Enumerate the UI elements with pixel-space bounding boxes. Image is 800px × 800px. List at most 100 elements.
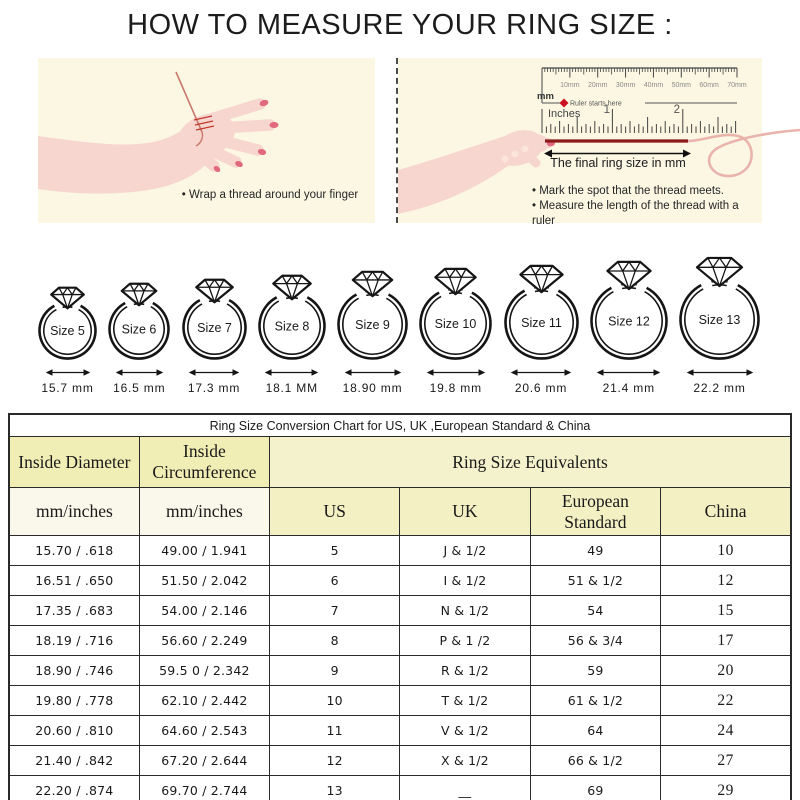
ring-illustration: Size 5 <box>38 286 97 360</box>
header-inside-diameter: Inside Diameter <box>8 436 140 488</box>
cell-inside-circumference: 51.50 / 2.042 <box>138 565 271 596</box>
cell-european-standard: 54 <box>529 595 662 626</box>
ring-size-item: Size 5 15.7 mm <box>36 286 99 395</box>
ring-size-conversion-table: Ring Size Conversion Chart for US, UK ,E… <box>8 413 792 800</box>
ring-illustration: Size 12 <box>589 260 668 360</box>
cell-china: 15 <box>660 595 792 626</box>
mm-tick-labels: 10mm 20mm 30mm 40mm 50mm 60mm 70mm <box>560 82 747 89</box>
diamond-icon <box>273 276 310 299</box>
cell-us: 13 <box>269 775 401 800</box>
cell-european-standard: 51 & 1/2 <box>529 565 662 596</box>
ring-size-item: Size 10 19.8 mm <box>417 267 494 395</box>
cell-inside-circumference: 69.70 / 2.744 <box>138 775 271 800</box>
inch-number-1: 1 <box>604 104 610 116</box>
cell-uk: N & 1/2 <box>399 595 531 626</box>
cell-china: 24 <box>660 715 792 746</box>
ring-size-item: Size 7 17.3 mm <box>180 278 249 395</box>
ring-size-item: Size 6 16.5 mm <box>106 282 172 395</box>
wrap-thread-panel: • Wrap a thread around your finger <box>38 58 375 223</box>
cell-uk: V & 1/2 <box>399 715 531 746</box>
wrap-thread-note: • Wrap a thread around your finger <box>181 189 359 201</box>
cell-inside-diameter: 21.40 / .842 <box>8 745 140 776</box>
ring-width-label: 21.4 mm <box>602 381 655 395</box>
width-arrow <box>426 369 486 376</box>
cell-european-standard: 59 <box>529 655 662 686</box>
inch-ticks <box>541 109 737 133</box>
ring-width-label: 18.90 mm <box>342 381 403 395</box>
hand-illustration <box>38 98 279 194</box>
cell-european-standard: 61 & 1/2 <box>529 685 662 716</box>
cell-inside-diameter: 19.80 / .778 <box>8 685 140 716</box>
hand-thread-illustration <box>38 71 279 194</box>
cell-us: 11 <box>269 715 401 746</box>
mm-tick-label: 70mm <box>727 82 747 89</box>
cell-inside-diameter: 18.19 / .716 <box>8 625 140 656</box>
cell-us: 10 <box>269 685 401 716</box>
thread-loop <box>687 128 800 178</box>
inch-number-2: 2 <box>674 104 680 116</box>
cell-china: 12 <box>660 565 792 596</box>
ring-sizes-row: Size 5 15.7 mm Size 6 16.5 mm Size 7 17.3 mm S… <box>0 252 800 395</box>
diamond-icon <box>196 280 232 303</box>
cell-european-standard: 69 <box>529 775 662 800</box>
ring-width-label: 20.6 mm <box>514 381 568 395</box>
cell-inside-circumference: 59.5 0 / 2.342 <box>138 655 271 686</box>
width-arrow <box>188 369 240 376</box>
table-row: 19.80 / .778 62.10 / 2.442 10 T & 1/2 61 & 1… <box>8 685 792 716</box>
ring-illustration: Size 10 <box>419 267 493 360</box>
ring-size-item: Size 9 18.90 mm <box>335 270 410 395</box>
cell-inside-diameter: 15.70 / .618 <box>8 535 140 566</box>
ring-illustration: Size 13 <box>679 256 760 360</box>
table-row: 22.20 / .874 69.70 / 2.744 13 __ 69 29 <box>8 775 792 800</box>
ring-size-item: Size 8 18.1 MM <box>256 274 328 395</box>
page-title: HOW TO MEASURE YOUR RING SIZE : <box>127 9 673 41</box>
cell-inside-circumference: 67.20 / 2.644 <box>138 745 271 776</box>
cell-european-standard: 66 & 1/2 <box>529 745 662 776</box>
cell-uk: __ <box>399 775 531 800</box>
ring-width-label: 18.1 MM <box>265 381 318 395</box>
cell-uk: X & 1/2 <box>399 745 531 776</box>
ruler-starts-here-label: Ruler starts here <box>570 101 622 108</box>
cell-china: 22 <box>660 685 792 716</box>
ruler-start-marker-icon <box>559 98 569 108</box>
inches-unit-label: Inches <box>548 108 581 120</box>
table-row: 17.35 / .683 54.00 / 2.146 7 N & 1/2 54 15 <box>8 595 792 626</box>
cell-european-standard: 64 <box>529 715 662 746</box>
cell-uk: P & 1 /2 <box>399 625 531 656</box>
mm-tick-label: 40mm <box>644 82 664 89</box>
ring-size-label: Size 7 <box>197 321 232 335</box>
note-measure-length: • Measure the length of the thread with … <box>532 200 739 227</box>
cell-uk: I & 1/2 <box>399 565 531 596</box>
ring-size-label: Size 5 <box>50 324 85 338</box>
header-inside-circumference: Inside Circumference <box>138 436 271 488</box>
ring-size-item: Size 12 21.4 mm <box>588 260 670 395</box>
mm-tick-label: 30mm <box>616 82 636 89</box>
sub-header-us: US <box>269 487 401 536</box>
sub-header-european-standard: European Standard <box>529 487 662 536</box>
ring-size-label: Size 8 <box>274 320 309 334</box>
ring-size-item: Size 13 22.2 mm <box>677 256 762 395</box>
cell-us: 9 <box>269 655 401 686</box>
mm-tick-label: 10mm <box>560 82 580 89</box>
width-arrow <box>264 369 319 376</box>
table-row: 15.70 / .618 49.00 / 1.941 5 J & 1/2 49 10 <box>8 535 792 566</box>
table-row: 18.19 / .716 56.60 / 2.249 8 P & 1 /2 56 & 3… <box>8 625 792 656</box>
ring-width-label: 16.5 mm <box>113 381 166 395</box>
mm-tick-label: 60mm <box>699 82 719 89</box>
mm-tick-label: 20mm <box>588 82 608 89</box>
table-row: 20.60 / .810 64.60 / 2.543 11 V & 1/2 64 24 <box>8 715 792 746</box>
table-row: 18.90 / .746 59.5 0 / 2.342 9 R & 1/2 59 20 <box>8 655 792 686</box>
ring-illustration: Size 7 <box>181 278 247 360</box>
sub-header-circumference-units: mm/inches <box>138 487 271 536</box>
cell-inside-circumference: 49.00 / 1.941 <box>138 535 271 566</box>
header-ring-size-equivalents: Ring Size Equivalents <box>269 436 792 488</box>
table-group-header-row: Inside Diameter Inside Circumference Rin… <box>8 436 792 488</box>
ring-width-label: 15.7 mm <box>41 381 94 395</box>
diamond-icon <box>697 258 742 286</box>
cell-inside-diameter: 16.51 / .650 <box>8 565 140 596</box>
ring-size-item: Size 11 20.6 mm <box>502 264 581 395</box>
ring-width-label: 22.2 mm <box>693 381 746 395</box>
ruler: 10mm 20mm 30mm 40mm 50mm 60mm 70mm mm Ruler st… <box>537 67 747 133</box>
table-title-row: Ring Size Conversion Chart for US, UK ,E… <box>8 413 792 437</box>
